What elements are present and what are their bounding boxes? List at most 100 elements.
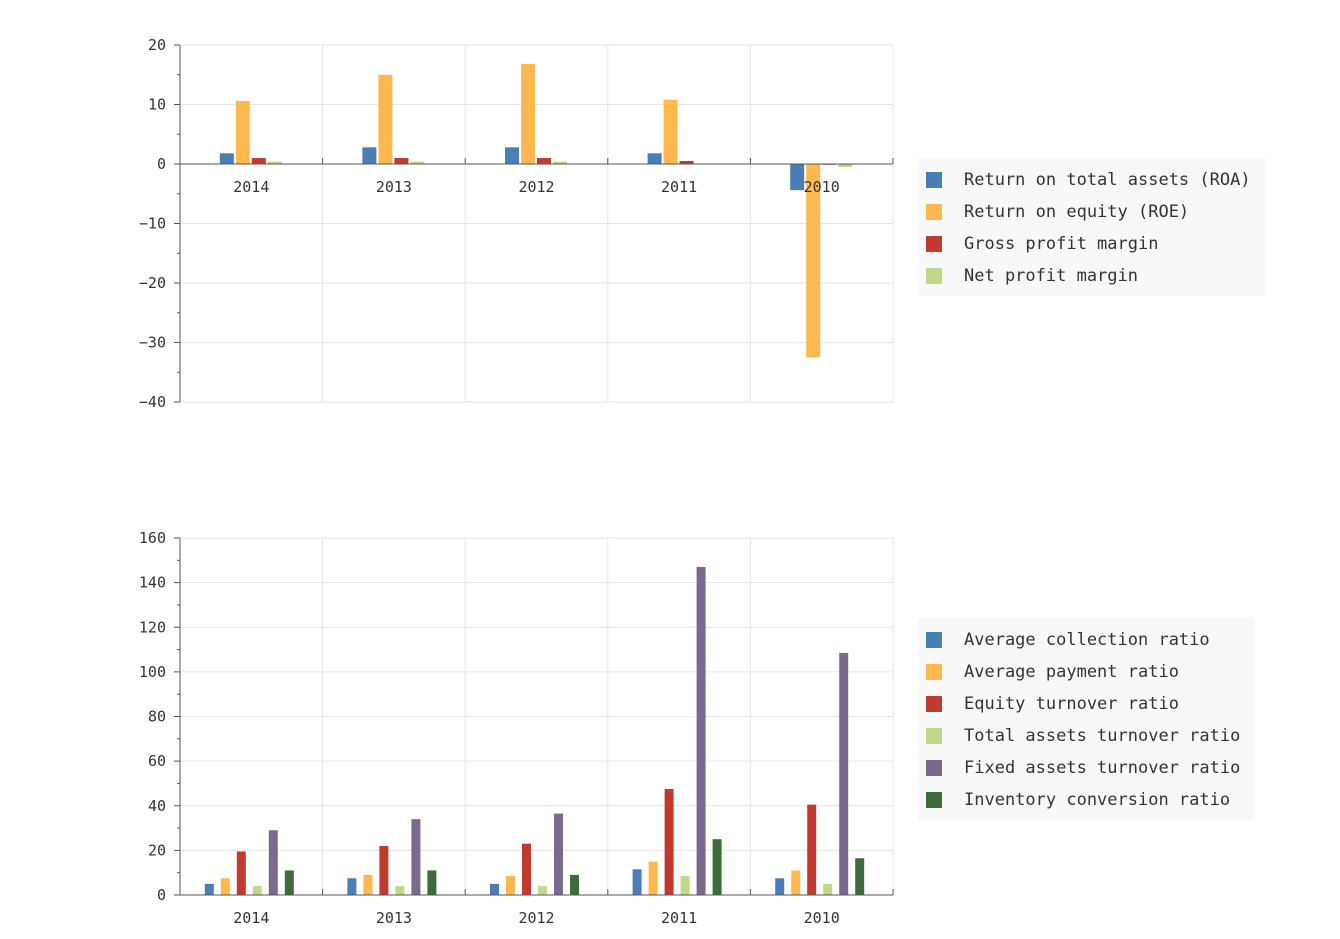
legend-swatch	[926, 760, 942, 776]
bar	[379, 845, 389, 895]
bar	[362, 147, 377, 164]
bar	[490, 883, 499, 895]
legend-label: Inventory conversion ratio	[964, 790, 1231, 810]
x-tick-label: 2014	[233, 178, 269, 196]
bar	[347, 878, 357, 895]
bar	[791, 870, 801, 895]
bar	[663, 99, 678, 164]
bar	[363, 874, 373, 895]
bar	[538, 886, 547, 895]
bar	[506, 876, 515, 895]
legend-item: Total assets turnover ratio	[926, 720, 1240, 752]
x-tick-label: 2011	[661, 178, 697, 196]
legend-item: Inventory conversion ratio	[926, 784, 1240, 816]
chart-2-legend: Average collection ratio Average payment …	[918, 618, 1255, 820]
y-tick-label: −10	[139, 215, 166, 233]
bar	[807, 804, 817, 895]
bar	[378, 74, 393, 164]
bar	[775, 878, 785, 895]
bar	[427, 870, 437, 895]
legend-swatch	[926, 664, 942, 680]
y-tick-label: 80	[148, 708, 166, 726]
legend-label: Average collection ratio	[964, 630, 1210, 650]
bar	[680, 876, 690, 895]
legend-swatch	[926, 792, 942, 808]
bar	[537, 158, 551, 164]
x-tick-label: 2010	[804, 909, 840, 927]
y-tick-label: 20	[148, 36, 166, 54]
x-tick-label: 2013	[376, 909, 412, 927]
bar	[251, 158, 266, 164]
bar	[554, 813, 563, 895]
y-tick-label: 60	[148, 752, 166, 770]
x-tick-label: 2012	[518, 909, 554, 927]
x-tick-label: 2013	[376, 178, 412, 196]
bar	[235, 100, 250, 164]
bar	[570, 874, 579, 895]
legend-label: Fixed assets turnover ratio	[964, 758, 1241, 778]
y-tick-label: 120	[139, 618, 166, 636]
bar	[823, 883, 833, 895]
chart-2: 160 140 120 100 80 60 40 20 0 2014 2013 2012 2011 201…	[139, 529, 894, 927]
bar	[268, 830, 278, 895]
bar	[522, 843, 531, 895]
bar	[395, 886, 405, 895]
bar	[839, 652, 849, 895]
bar	[521, 64, 535, 164]
bar	[204, 883, 214, 895]
y-tick-label: −30	[139, 334, 166, 352]
y-tick-label: 140	[139, 574, 166, 592]
x-tick-label: 2014	[233, 909, 269, 927]
y-tick-label: 0	[157, 155, 166, 173]
bar	[696, 567, 706, 895]
y-tick-label: 100	[139, 663, 166, 681]
legend-label: Gross profit margin	[964, 234, 1159, 254]
bar	[410, 161, 425, 164]
bar	[252, 886, 262, 895]
bar	[219, 153, 234, 164]
bar	[220, 878, 230, 895]
legend-label: Return on equity (ROE)	[964, 202, 1190, 222]
legend-item: Fixed assets turnover ratio	[926, 752, 1240, 784]
x-tick-label: 2012	[518, 178, 554, 196]
y-tick-label: −40	[139, 393, 166, 411]
legend-swatch	[926, 696, 942, 712]
legend-label: Return on total assets (ROA)	[964, 170, 1251, 190]
y-tick-label: 160	[139, 529, 166, 547]
legend-swatch	[926, 236, 942, 252]
legend-item: Equity turnover ratio	[926, 688, 1240, 720]
bar	[855, 858, 865, 895]
bar	[647, 153, 662, 164]
y-tick-label: 40	[148, 797, 166, 815]
bar	[284, 870, 294, 895]
legend-label: Total assets turnover ratio	[964, 726, 1241, 746]
legend-label: Average payment ratio	[964, 662, 1179, 682]
legend-swatch	[926, 172, 942, 188]
legend-swatch	[926, 268, 942, 284]
bar	[664, 789, 674, 895]
legend-swatch	[926, 632, 942, 648]
y-tick-label: 10	[148, 96, 166, 114]
bar	[806, 164, 821, 358]
legend-item: Gross profit margin	[926, 228, 1251, 260]
bar	[394, 158, 409, 164]
y-tick-label: 20	[148, 841, 166, 859]
legend-item: Average payment ratio	[926, 656, 1240, 688]
bar	[236, 851, 246, 895]
legend-swatch	[926, 204, 942, 220]
bar	[679, 161, 694, 164]
bar	[632, 869, 642, 895]
x-tick-label: 2011	[661, 909, 697, 927]
legend-swatch	[926, 728, 942, 744]
bar	[411, 819, 421, 895]
y-tick-label: 0	[157, 886, 166, 904]
bar	[838, 164, 853, 167]
legend-item: Average collection ratio	[926, 624, 1240, 656]
bar	[553, 161, 567, 164]
bar	[267, 161, 282, 164]
bar	[712, 839, 722, 895]
legend-item: Net profit margin	[926, 260, 1251, 292]
bar	[790, 164, 805, 191]
